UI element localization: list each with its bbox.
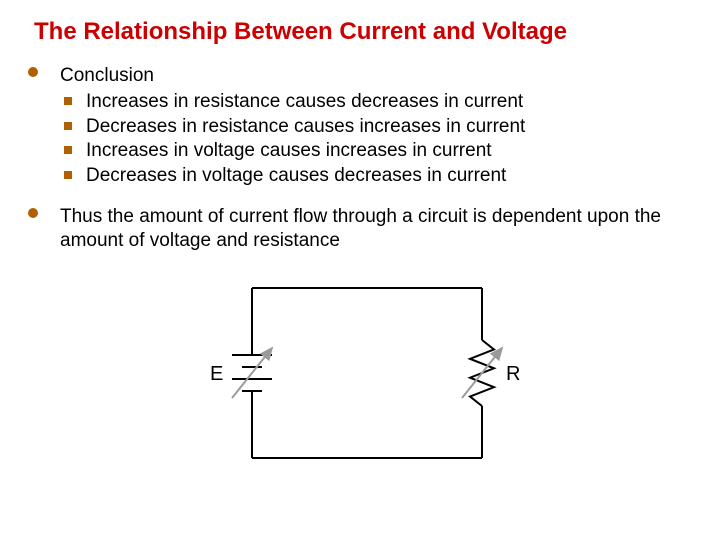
list-item-text: Conclusion: [60, 65, 154, 86]
list-item-text: Thus the amount of current flow through …: [60, 206, 661, 251]
sub-item-text: Increases in voltage causes increases in…: [86, 139, 492, 163]
sub-list-item: Decreases in voltage causes decreases in…: [60, 164, 692, 188]
page-title: The Relationship Between Current and Vol…: [34, 18, 692, 46]
sub-item-text: Decreases in resistance causes increases…: [86, 115, 525, 139]
sub-item-text: Increases in resistance causes decreases…: [86, 90, 523, 114]
slide: The Relationship Between Current and Vol…: [0, 0, 720, 540]
label-e: E: [210, 363, 223, 385]
list-item-body: Conclusion Increases in resistance cause…: [60, 64, 692, 189]
circuit-diagram: ER: [180, 270, 540, 480]
sub-list-item: Decreases in resistance causes increases…: [60, 115, 692, 139]
bullet-square-icon: [64, 146, 72, 154]
sub-item-text: Decreases in voltage causes decreases in…: [86, 164, 506, 188]
sub-list-item: Increases in voltage causes increases in…: [60, 139, 692, 163]
bullet-square-icon: [64, 171, 72, 179]
bullet-square-icon: [64, 122, 72, 130]
spacer: [28, 193, 692, 205]
bullet-square-icon: [64, 97, 72, 105]
bullet-dot-icon: [28, 67, 38, 77]
list-item-body: Thus the amount of current flow through …: [60, 205, 692, 253]
list-item: Conclusion Increases in resistance cause…: [28, 64, 692, 189]
sub-list: Increases in resistance causes decreases…: [60, 90, 692, 188]
bullet-dot-icon: [28, 208, 38, 218]
diagram-container: ER: [28, 270, 692, 480]
label-r: R: [506, 363, 520, 385]
sub-list-item: Increases in resistance causes decreases…: [60, 90, 692, 114]
content-area: Conclusion Increases in resistance cause…: [28, 64, 692, 480]
bullet-list: Conclusion Increases in resistance cause…: [28, 64, 692, 252]
list-item: Thus the amount of current flow through …: [28, 205, 692, 253]
